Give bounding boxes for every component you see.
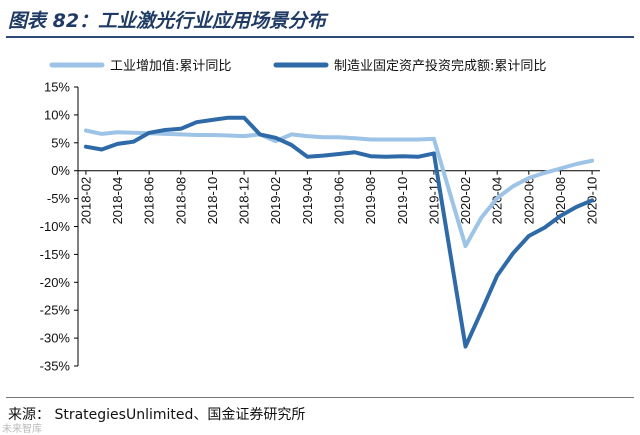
- series-line-1: [83, 128, 595, 248]
- y-tick-label: 5%: [51, 135, 70, 150]
- y-tick-label: -25%: [40, 303, 71, 318]
- legend-label-1: 工业增加值:累计同比: [110, 58, 231, 74]
- x-tick-label: 2018-02: [78, 177, 93, 225]
- source-note: 来源： StrategiesUnlimited、国金证券研究所: [8, 407, 306, 423]
- x-tick-label: 2019-06: [332, 177, 347, 225]
- watermark: 未来智库: [2, 424, 42, 435]
- x-tick-label: 2020-06: [521, 177, 536, 225]
- line-chart: 15% 10% 5% 0% -5% -10% -15% -20% -25% -30% -35% 201…: [40, 58, 600, 374]
- x-tick-label: 2018-08: [173, 177, 188, 225]
- x-tick-label: 2019-10: [395, 177, 410, 225]
- y-tick-label: -35%: [40, 359, 71, 374]
- x-tick-label: 2018-12: [237, 177, 252, 225]
- x-tick-label: 2019-08: [363, 177, 378, 225]
- y-tick-label: 15%: [44, 80, 70, 95]
- y-tick-label: -30%: [40, 331, 71, 346]
- x-tick-label: 2018-06: [142, 177, 157, 225]
- source-divider: [6, 397, 634, 398]
- x-tick-label: 2019-04: [300, 177, 315, 225]
- series-line-2: [83, 115, 595, 349]
- legend-label-2: 制造业固定资产投资完成额:累计同比: [334, 58, 546, 74]
- x-tick-label: 2019-02: [268, 177, 283, 225]
- y-tick-label: -5%: [47, 191, 71, 206]
- title-divider: [6, 36, 634, 38]
- x-tick-label: 2018-04: [110, 177, 125, 225]
- y-tick-label: 0%: [51, 163, 70, 178]
- x-tick-label: 2018-10: [205, 177, 220, 225]
- chart-title: 图表 82：工业激光行业应用场景分布: [8, 10, 327, 32]
- y-tick-label: -15%: [40, 247, 71, 262]
- x-tick-label: 2020-02: [458, 177, 473, 225]
- y-tick-label: -10%: [40, 219, 71, 234]
- y-tick-label: -20%: [40, 275, 71, 290]
- y-tick-label: 10%: [44, 107, 70, 122]
